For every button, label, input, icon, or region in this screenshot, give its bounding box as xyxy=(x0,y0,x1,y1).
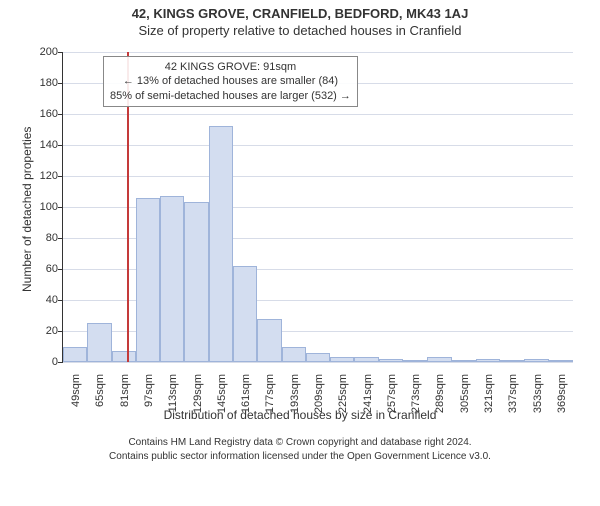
histogram-bar xyxy=(160,196,184,362)
histogram-bar xyxy=(184,202,208,362)
histogram-bar xyxy=(524,359,548,362)
histogram-bar xyxy=(257,319,281,362)
page-subtitle: Size of property relative to detached ho… xyxy=(0,23,600,38)
y-tick-label: 140 xyxy=(28,139,58,151)
y-tick-label: 60 xyxy=(28,263,58,275)
histogram-bar xyxy=(112,351,136,362)
histogram-bar xyxy=(549,360,573,362)
gridline xyxy=(63,145,573,146)
histogram-bar xyxy=(427,357,451,362)
marker-annotation: 42 KINGS GROVE: 91sqm← 13% of detached h… xyxy=(103,56,358,107)
gridline xyxy=(63,52,573,53)
page-title: 42, KINGS GROVE, CRANFIELD, BEDFORD, MK4… xyxy=(0,6,600,21)
histogram-bar xyxy=(476,359,500,362)
y-tick-label: 0 xyxy=(28,356,58,368)
gridline xyxy=(63,362,573,363)
footer-line-2: Contains public sector information licen… xyxy=(0,450,600,464)
histogram-bar xyxy=(379,359,403,362)
y-tick-label: 20 xyxy=(28,325,58,337)
histogram-bar xyxy=(306,353,330,362)
gridline xyxy=(63,176,573,177)
histogram-bar xyxy=(500,360,524,362)
histogram-bar xyxy=(136,198,160,362)
histogram-bar xyxy=(63,347,87,363)
y-tick-label: 180 xyxy=(28,77,58,89)
histogram-bar xyxy=(282,347,306,363)
y-tick-label: 100 xyxy=(28,201,58,213)
y-tick-label: 80 xyxy=(28,232,58,244)
histogram-bar xyxy=(233,266,257,362)
y-tick-label: 200 xyxy=(28,46,58,58)
histogram-bar xyxy=(403,360,427,362)
page-container: 42, KINGS GROVE, CRANFIELD, BEDFORD, MK4… xyxy=(0,6,600,506)
annotation-line: 85% of semi-detached houses are larger (… xyxy=(110,89,351,103)
annotation-line: ← 13% of detached houses are smaller (84… xyxy=(110,74,351,88)
histogram-bar xyxy=(452,360,476,362)
plot-area: 42 KINGS GROVE: 91sqm← 13% of detached h… xyxy=(62,52,573,363)
x-axis-label: Distribution of detached houses by size … xyxy=(0,408,600,422)
histogram-bar xyxy=(87,323,111,362)
footer: Contains HM Land Registry data © Crown c… xyxy=(0,436,600,464)
histogram-chart: Number of detached properties 0204060801… xyxy=(0,42,600,432)
y-tick-label: 120 xyxy=(28,170,58,182)
histogram-bar xyxy=(330,357,354,362)
annotation-line: 42 KINGS GROVE: 91sqm xyxy=(110,60,351,74)
histogram-bar xyxy=(354,357,378,362)
gridline xyxy=(63,114,573,115)
y-tick-label: 160 xyxy=(28,108,58,120)
y-tick-label: 40 xyxy=(28,294,58,306)
histogram-bar xyxy=(209,126,233,362)
footer-line-1: Contains HM Land Registry data © Crown c… xyxy=(0,436,600,450)
